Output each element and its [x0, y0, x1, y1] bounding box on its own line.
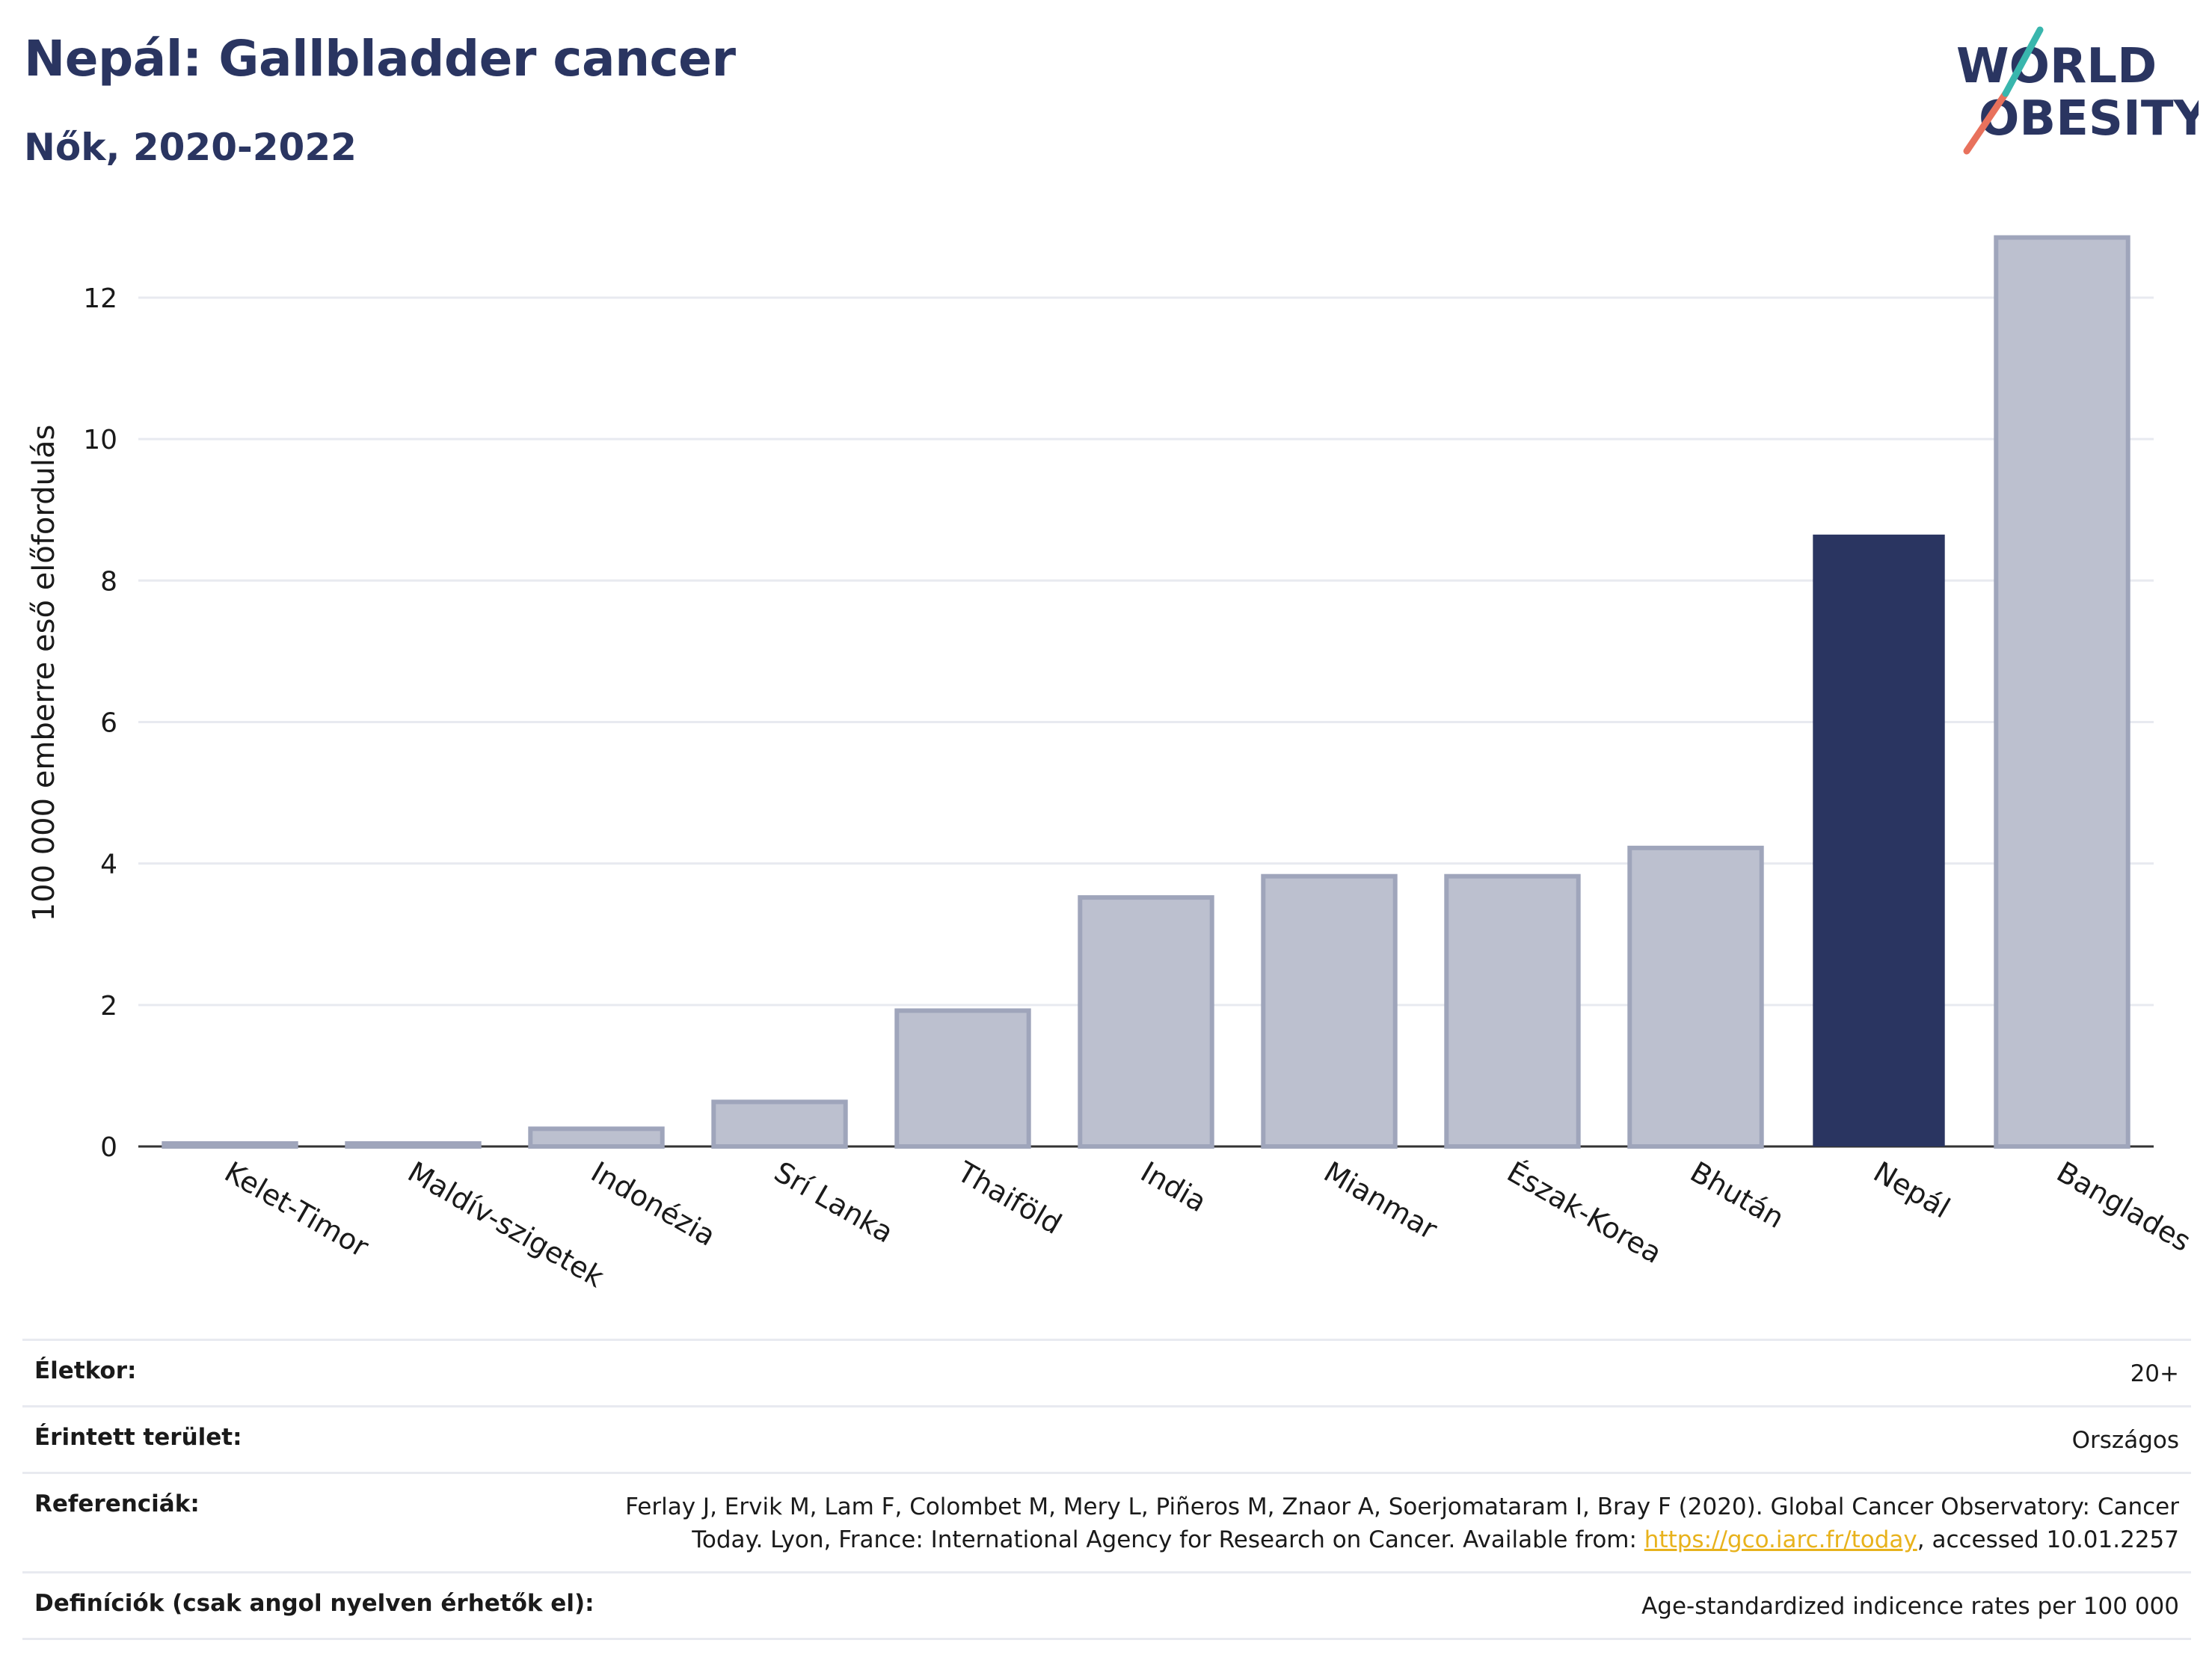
x-tick-label: Indonézia — [586, 1155, 721, 1253]
world-obesity-logo: WORLD OBESITY — [1956, 26, 2199, 155]
bar-Észak-Korea[interactable] — [1444, 873, 1581, 1149]
chart-title: Nepál: Gallbladder cancer — [24, 30, 736, 87]
x-tick-label: Banglades — [2051, 1155, 2196, 1258]
reference-accessed: , accessed 10.01.2257 — [1917, 1526, 2179, 1553]
footer-row-age: Életkor: 20+ — [22, 1339, 2191, 1405]
logo-line1: WORLD — [1956, 39, 2157, 94]
bar-Kelet-Timor[interactable] — [162, 1141, 298, 1149]
y-tick-labels: 0 2 4 6 8 10 12 — [83, 283, 117, 1163]
bar-Srí Lanka[interactable] — [711, 1099, 848, 1149]
chart-subtitle: Nők, 2020-2022 — [24, 126, 357, 169]
reference-link[interactable]: https://gco.iarc.fr/today — [1644, 1526, 1917, 1553]
x-tick-label: Mianmar — [1318, 1155, 1443, 1247]
bar-Indonézia[interactable] — [528, 1126, 665, 1149]
y-tick-label: 4 — [100, 850, 117, 880]
logo-line2: OBESITY — [1979, 91, 2199, 147]
y-tick-label: 12 — [83, 283, 117, 314]
footer-value-references: Ferlay J, Ervik M, Lam F, Colombet M, Me… — [549, 1490, 2179, 1556]
x-tick-label: Maldív-szigetek — [402, 1155, 609, 1294]
x-tick-label: Srí Lanka — [769, 1155, 899, 1250]
y-axis-label: 100 000 emberre eső előfordulás — [27, 425, 61, 922]
footer-label-definitions: Definíciók (csak angol nyelven érhetők e… — [34, 1590, 595, 1617]
footer-label-references: Referenciák: — [34, 1490, 200, 1517]
y-tick-label: 10 — [83, 425, 117, 455]
bar-Bhután[interactable] — [1627, 845, 1764, 1149]
chart-footer: Életkor: 20+ Érintett terület: Országos … — [22, 1339, 2191, 1640]
bar-India[interactable] — [1078, 895, 1214, 1149]
footer-value-definitions: Age-standardized indicence rates per 100… — [1641, 1593, 2179, 1620]
footer-row-definitions: Definíciók (csak angol nyelven érhetők e… — [22, 1571, 2191, 1640]
footer-label-age: Életkor: — [34, 1357, 137, 1384]
footer-label-area: Érintett terület: — [34, 1424, 242, 1451]
x-tick-label: Észak-Korea — [1502, 1155, 1668, 1270]
bar-Nepál[interactable] — [1813, 534, 1945, 1146]
footer-row-area: Érintett terület: Országos — [22, 1405, 2191, 1472]
x-tick-label: Thaiföld — [951, 1155, 1067, 1241]
x-tick-label: Nepál — [1868, 1155, 1956, 1225]
y-tick-label: 0 — [100, 1132, 117, 1163]
bar-chart: 0 2 4 6 8 10 12 Kelet-Timor Maldív-szigetekIndo… — [27, 235, 2196, 1294]
footer-row-references: Referenciák: Ferlay J, Ervik M, Lam F, C… — [22, 1472, 2191, 1571]
footer-value-area: Országos — [2071, 1427, 2179, 1454]
x-tick-label: Bhután — [1685, 1155, 1789, 1235]
bar-Banglades[interactable] — [1994, 235, 2130, 1149]
y-tick-label: 8 — [100, 566, 117, 597]
x-tick-label: Kelet-Timor — [219, 1155, 375, 1264]
footer-value-age: 20+ — [2130, 1360, 2179, 1387]
x-tick-label: India — [1135, 1155, 1212, 1219]
reference-text: Ferlay J, Ervik M, Lam F, Colombet M, Me… — [625, 1493, 2179, 1553]
y-tick-label: 6 — [100, 707, 117, 738]
bar-Maldív-szigetek[interactable] — [345, 1141, 482, 1149]
bar-Thaiföld[interactable] — [894, 1008, 1031, 1149]
bar-Mianmar[interactable] — [1261, 873, 1398, 1149]
y-tick-label: 2 — [100, 991, 117, 1022]
bars — [162, 235, 2130, 1149]
